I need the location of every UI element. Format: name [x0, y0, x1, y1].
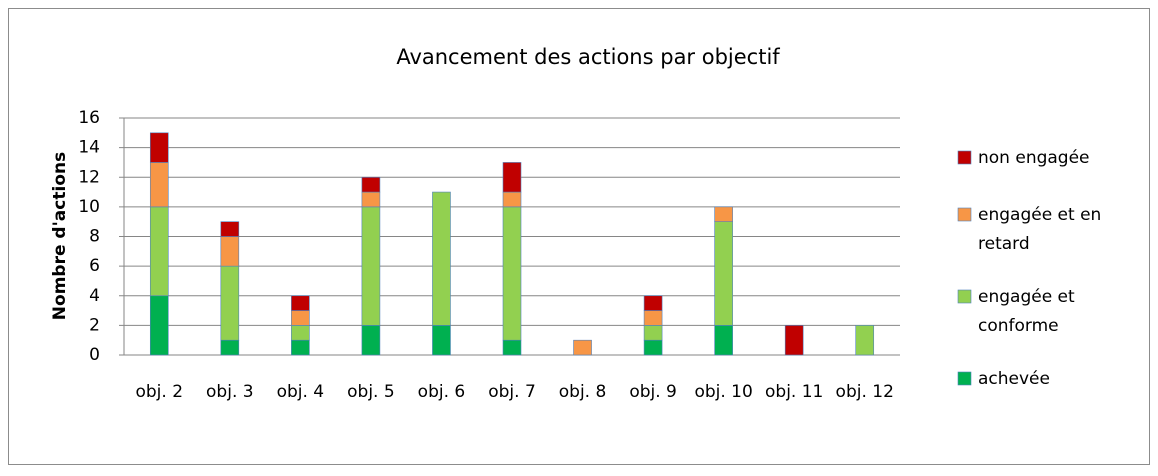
bar-segment — [361, 325, 381, 356]
bar-segment — [220, 339, 240, 356]
y-tick-label: 6 — [89, 256, 100, 276]
bar-segment — [432, 191, 451, 326]
bar-segment — [220, 221, 240, 237]
x-tick-label: obj. 10 — [694, 382, 752, 402]
legend-label: achevée — [978, 369, 1050, 389]
y-tick-label: 4 — [89, 286, 100, 306]
x-tick-label: obj. 5 — [347, 382, 395, 402]
y-tick-label: 12 — [78, 167, 100, 187]
bar-segment — [220, 265, 240, 341]
legend-label: non engagée — [978, 148, 1090, 168]
y-tick-label: 14 — [78, 138, 100, 158]
y-tick-label: 16 — [78, 108, 100, 128]
legend-label: engagée et conforme — [978, 287, 1080, 336]
bar-segment — [502, 339, 522, 356]
bar-segment — [361, 206, 381, 326]
bar-segment — [643, 310, 663, 326]
legend-label: engagée et en retard — [978, 205, 1107, 254]
x-tick-label: obj. 8 — [559, 382, 607, 402]
bar-segment — [714, 206, 733, 222]
bar-segment — [149, 132, 169, 163]
x-tick-label: obj. 9 — [629, 382, 677, 402]
x-tick-label: obj. 7 — [488, 382, 536, 402]
x-tick-label: obj. 4 — [277, 382, 325, 402]
y-tick-label: 8 — [89, 227, 100, 247]
bar-segment — [149, 206, 169, 297]
x-tick-label: obj. 11 — [765, 382, 823, 402]
text-line: retard — [978, 234, 1030, 254]
text-line: engagée et — [978, 287, 1080, 307]
chart-title: Avancement des actions par objectif — [396, 45, 780, 69]
x-tick-label: obj. 6 — [418, 382, 466, 402]
bar-segment — [149, 162, 169, 208]
legend-swatch — [957, 289, 972, 304]
bar-segment — [573, 339, 592, 356]
bar-segment — [432, 325, 451, 356]
legend-swatch — [957, 207, 972, 222]
bar-segment — [149, 295, 169, 356]
bar-segment — [291, 310, 310, 326]
bar-segment — [291, 295, 310, 311]
text-line: conforme — [978, 316, 1059, 336]
bar-segment — [502, 191, 522, 208]
x-tick-label: obj. 3 — [206, 382, 254, 402]
bar-segment — [643, 295, 663, 311]
bar-segment — [643, 339, 663, 356]
bar-segment — [291, 339, 310, 356]
y-tick-label: 0 — [89, 345, 100, 365]
bar-segment — [502, 162, 522, 193]
y-tick-label: 2 — [89, 315, 100, 335]
bar-segment — [855, 325, 875, 356]
bar-segment — [714, 221, 733, 326]
x-tick-label: obj. 12 — [836, 382, 894, 402]
bar-segment — [291, 325, 310, 341]
bar-segment — [361, 191, 381, 208]
x-tick-label: obj. 2 — [135, 382, 183, 402]
y-axis-label: Nombre d'actions — [50, 152, 70, 320]
bar-segment — [502, 206, 522, 341]
bar-segment — [643, 325, 663, 341]
bar-segment — [784, 325, 804, 356]
y-tick-label: 10 — [78, 197, 100, 217]
legend-swatch — [957, 371, 972, 386]
bar-segment — [714, 325, 733, 356]
bar-segment — [220, 236, 240, 267]
text-line: engagée et en — [978, 205, 1107, 225]
legend-swatch — [957, 150, 972, 165]
bar-segment — [361, 176, 381, 193]
